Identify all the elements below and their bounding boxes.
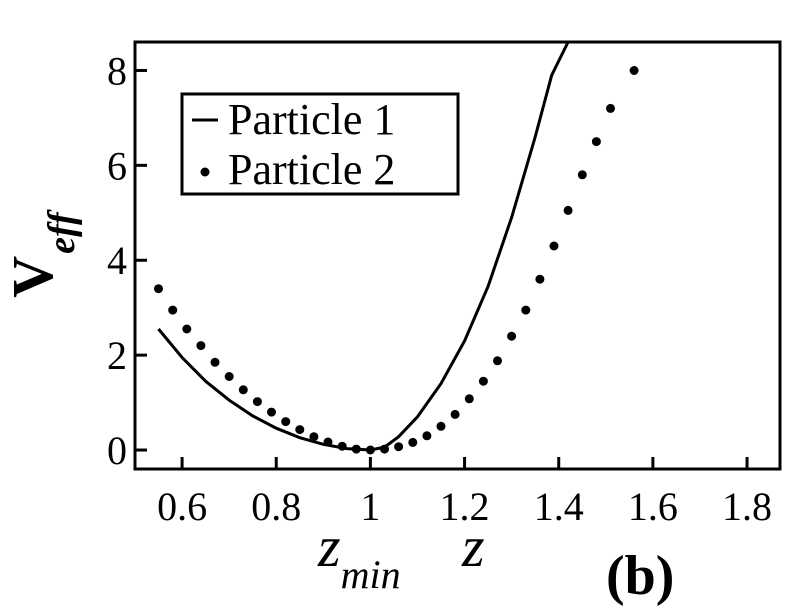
data-point-particle-2 <box>408 437 418 447</box>
panel-label: (b) <box>606 545 674 607</box>
legend-label-particle-2: Particle 2 <box>228 145 395 194</box>
data-point-particle-2 <box>323 437 333 447</box>
x-tick-label: 0.6 <box>157 484 207 529</box>
data-point-particle-2 <box>629 66 639 75</box>
data-point-particle-2 <box>521 305 531 315</box>
data-point-particle-2 <box>154 284 163 294</box>
data-point-particle-2 <box>182 324 192 334</box>
data-point-particle-2 <box>281 417 291 427</box>
data-point-particle-2 <box>196 341 206 351</box>
x-tick-label: 0.8 <box>251 484 301 529</box>
data-point-particle-2 <box>436 421 446 431</box>
data-point-particle-2 <box>267 407 276 417</box>
x-tick-label: 1 <box>360 484 380 529</box>
data-point-particle-2 <box>337 441 347 451</box>
data-point-particle-2 <box>224 372 234 381</box>
data-point-particle-2 <box>493 356 502 366</box>
x-axis-ticks: 0.6 0.8 1 1.2 1.4 1.6 1.8 <box>157 457 772 529</box>
data-point-particle-2 <box>309 432 319 442</box>
y-axis-label-subscript: eff <box>41 209 83 254</box>
y-axis-label: Veff <box>0 209 83 298</box>
data-point-particle-2 <box>535 274 545 284</box>
data-point-particle-2 <box>252 397 262 407</box>
data-point-particle-2 <box>380 444 389 454</box>
x-tick-label: 1.4 <box>534 484 584 529</box>
data-point-particle-2 <box>450 409 460 419</box>
y-tick-label: 8 <box>107 48 127 93</box>
data-point-particle-2 <box>295 425 305 435</box>
data-point-particle-2 <box>464 394 474 404</box>
data-point-particle-2 <box>478 376 488 386</box>
legend-label-particle-1: Particle 1 <box>228 95 395 144</box>
x-tick-label: 1.2 <box>440 484 490 529</box>
data-point-particle-2 <box>606 103 615 113</box>
data-point-particle-2 <box>591 137 601 147</box>
data-point-particle-2 <box>563 205 573 215</box>
y-axis-ticks: 0 2 4 6 8 <box>107 48 147 473</box>
y-tick-label: 0 <box>107 428 127 473</box>
y-tick-label: 6 <box>107 143 127 188</box>
x-axis-label: z <box>461 514 485 579</box>
data-point-particle-2 <box>238 385 248 395</box>
data-point-particle-2 <box>422 431 432 441</box>
plot-frame <box>133 40 782 471</box>
series-line-particle-1 <box>157 41 570 452</box>
data-point-particle-2 <box>394 442 404 452</box>
y-tick-label: 2 <box>107 333 127 378</box>
legend-dot-sample <box>200 167 210 177</box>
legend-box <box>180 92 460 196</box>
svg-text:Veff: Veff <box>0 209 83 298</box>
legend: Particle 1 Particle 2 <box>180 92 460 196</box>
y-tick-label: 4 <box>107 238 127 283</box>
data-point-particle-2 <box>351 444 361 454</box>
data-point-particle-2 <box>577 170 587 180</box>
x-marker-label: zmin <box>317 514 401 597</box>
data-point-particle-2 <box>168 305 178 315</box>
y-axis-label-main: V <box>0 256 65 298</box>
x-tick-label: 1.8 <box>722 484 772 529</box>
series-layer <box>154 41 639 455</box>
data-point-particle-2 <box>507 331 517 341</box>
x-marker-label-subscript: min <box>341 552 401 597</box>
data-point-particle-2 <box>549 241 559 251</box>
data-point-particle-2 <box>365 445 375 455</box>
x-marker-label-main: z <box>317 514 341 579</box>
data-point-particle-2 <box>210 357 220 367</box>
x-tick-label: 1.6 <box>628 484 678 529</box>
